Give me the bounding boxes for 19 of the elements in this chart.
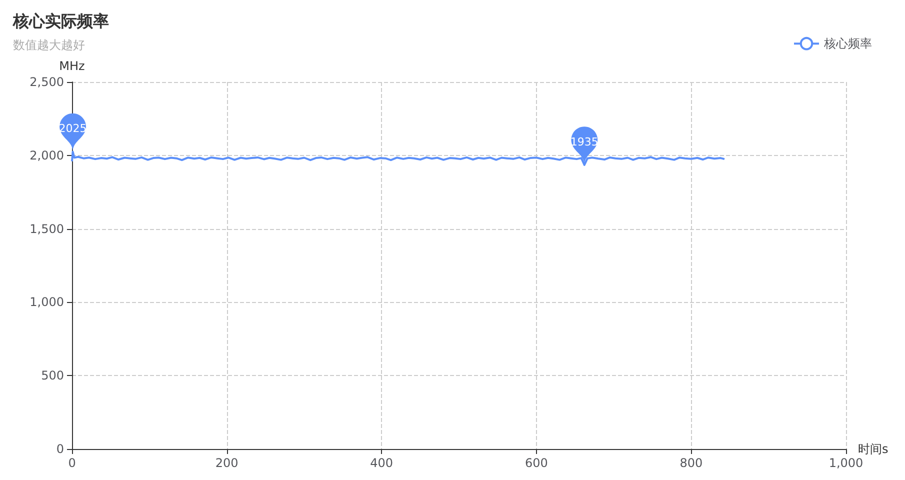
- x-tick-label: 1,000: [828, 456, 864, 470]
- y-tick-label: 2,500: [30, 75, 64, 89]
- chart-subtitle: 数值越大越好: [13, 38, 85, 52]
- x-tick-label: 800: [680, 456, 703, 470]
- y-tick-label: 1,000: [30, 295, 64, 310]
- x-tick-label: 400: [370, 456, 394, 470]
- x-axis-title: 时间s: [858, 442, 888, 456]
- annotation: 2025: [58, 122, 87, 136]
- y-tick-label: 0: [56, 442, 64, 456]
- x-tick-label: 200: [215, 456, 238, 470]
- x-tick-label: 600: [524, 456, 548, 470]
- x-tick-label: 0: [68, 456, 76, 470]
- annotation: 1935: [570, 135, 598, 148]
- y-tick-label: 1,500: [30, 222, 64, 236]
- y-tick-label: 500: [41, 368, 64, 383]
- chart-title: 核心实际频率: [12, 12, 109, 30]
- legend-label: 核心频率: [823, 36, 872, 51]
- y-tick-label: 2,000: [30, 148, 64, 162]
- y-axis-title: MHz: [59, 59, 85, 73]
